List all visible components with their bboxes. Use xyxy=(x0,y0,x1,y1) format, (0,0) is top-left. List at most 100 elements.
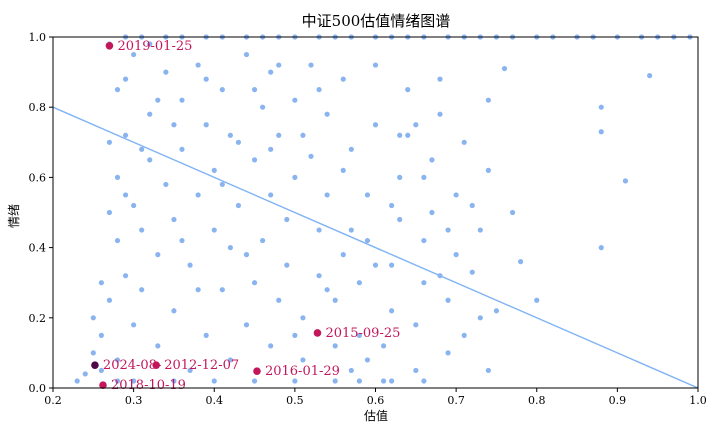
scatter-point xyxy=(122,132,129,138)
y-axis-label: 情绪 xyxy=(7,204,21,228)
scatter-point xyxy=(187,262,193,268)
x-tick-label: 1.0 xyxy=(689,394,707,407)
scatter-point xyxy=(139,287,145,293)
scatter-point xyxy=(251,87,258,93)
axes: 0.2 0.3 0.4 0.5 0.6 0.7 0.8 0.9 1.00.00.20.40.60… xyxy=(29,31,707,407)
scatter-point xyxy=(397,216,403,223)
x-axis-label: 估值 xyxy=(364,408,388,423)
scatter-point xyxy=(179,237,185,244)
scatter-point xyxy=(445,297,451,303)
scatter-point xyxy=(195,62,201,68)
scatter-point xyxy=(461,332,467,338)
scatter-point xyxy=(469,269,475,275)
scatter-point xyxy=(163,181,169,188)
scatter-point xyxy=(147,111,153,117)
scatter-point xyxy=(389,308,395,314)
scatter-point xyxy=(98,367,104,374)
scatter-point xyxy=(316,227,322,233)
scatter-point xyxy=(171,378,177,384)
scatter-point xyxy=(147,41,153,47)
scatter-point xyxy=(114,237,121,244)
scatter-point xyxy=(292,332,298,338)
reference-line xyxy=(52,106,699,389)
scatter-point xyxy=(106,139,113,145)
scatter-point xyxy=(437,76,443,82)
scatter-point xyxy=(445,227,451,233)
scatter-point xyxy=(622,178,629,184)
scatter-point xyxy=(155,97,161,103)
scatter-point xyxy=(114,174,121,180)
scatter-point xyxy=(389,378,395,384)
highlight-label: 2012-12-07 xyxy=(164,358,239,373)
scatter-point xyxy=(131,51,137,58)
scatter-point xyxy=(332,343,338,349)
scatter-point xyxy=(106,209,113,216)
scatter-point xyxy=(332,297,338,303)
scatter-point xyxy=(389,262,395,268)
scatter-point xyxy=(421,280,427,286)
scatter-point xyxy=(195,192,201,198)
scatter-point xyxy=(372,122,379,128)
scatter-point xyxy=(348,227,354,233)
highlight-label: 2018-10-19 xyxy=(111,378,186,393)
scatter-point xyxy=(227,245,233,251)
scatter-point xyxy=(389,202,395,209)
scatter-point xyxy=(332,378,338,384)
scatter-point xyxy=(413,322,419,328)
scatter-point xyxy=(179,146,185,152)
scatter-point xyxy=(187,367,193,374)
scatter-point xyxy=(598,104,604,110)
scatter-point xyxy=(98,332,104,338)
scatter-point xyxy=(364,192,371,198)
scatter-point xyxy=(82,371,88,377)
scatter-point xyxy=(324,287,330,293)
scatter-point xyxy=(171,122,177,128)
y-tick-label: 0.6 xyxy=(29,171,47,184)
scatter-point xyxy=(268,192,274,198)
scatter-point xyxy=(203,76,209,82)
scatter-point xyxy=(260,104,266,110)
scatter-point xyxy=(171,216,177,223)
scatter-point xyxy=(356,280,362,286)
scatter-point xyxy=(348,367,354,374)
scatter-point xyxy=(485,97,491,103)
scatter-point xyxy=(203,122,209,128)
scatter-point xyxy=(114,378,121,384)
scatter-point xyxy=(380,378,387,384)
chart-title: 中证500估值情绪图谱 xyxy=(302,12,451,30)
scatter-point xyxy=(276,132,282,138)
scatter-point xyxy=(316,87,322,93)
scatter-point xyxy=(308,62,314,68)
scatter-point xyxy=(90,350,96,356)
scatter-point xyxy=(276,297,282,303)
highlight-label: 2019-01-25 xyxy=(117,39,192,54)
highlight-point xyxy=(313,329,322,337)
scatter-point xyxy=(268,146,274,152)
x-tick-label: 0.5 xyxy=(286,394,304,407)
scatter-point xyxy=(364,237,371,244)
scatter-point xyxy=(243,322,250,328)
scatter-point xyxy=(122,192,129,198)
scatter-point xyxy=(437,273,443,279)
scatter-point xyxy=(421,378,427,384)
scatter-point xyxy=(340,167,346,173)
scatter-point xyxy=(114,87,121,93)
scatter-point xyxy=(453,192,459,198)
y-tick-label: 0.2 xyxy=(29,312,47,325)
scatter-point xyxy=(163,69,169,75)
plot-background xyxy=(53,37,698,388)
scatter-point xyxy=(179,97,185,103)
scatter-point xyxy=(211,227,217,233)
scatter-point xyxy=(477,315,483,321)
scatter-point xyxy=(235,202,242,209)
scatter-point xyxy=(74,378,80,384)
x-tick-label: 0.7 xyxy=(447,394,465,407)
scatter-point xyxy=(340,252,346,258)
scatter-point xyxy=(453,252,459,258)
highlight-point xyxy=(253,367,261,375)
scatter-point xyxy=(340,76,346,82)
scatter-point xyxy=(292,378,298,384)
plot-area xyxy=(53,37,698,388)
scatter-point xyxy=(413,122,419,128)
